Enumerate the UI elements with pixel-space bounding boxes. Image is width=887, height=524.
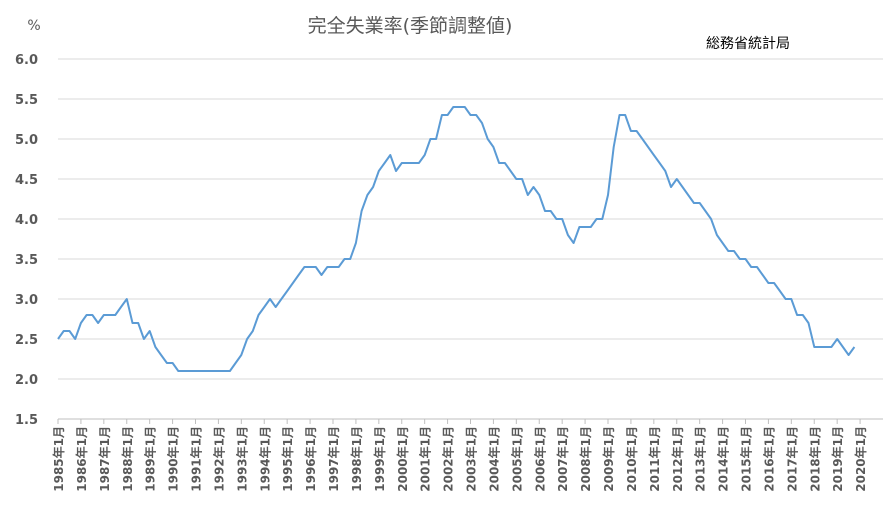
- series-group: [57, 106, 856, 372]
- x-tick-label: 1999年1月: [372, 426, 387, 492]
- x-tick-label: 2000年1月: [395, 426, 410, 492]
- x-tick-label: 2019年1月: [830, 426, 845, 492]
- x-tick-label: 1995年1月: [280, 426, 295, 492]
- x-tick-label: 1991年1月: [189, 426, 204, 492]
- x-tick-label: 1994年1月: [257, 426, 272, 492]
- x-tick-label: 2008年1月: [578, 426, 593, 492]
- x-tick-label: 2001年1月: [418, 426, 433, 492]
- series-line: [57, 106, 856, 372]
- x-tick-label: 2013年1月: [693, 426, 708, 492]
- x-tick-label: 2007年1月: [555, 426, 570, 492]
- x-tick-label: 2018年1月: [807, 426, 822, 492]
- x-tick-label: 2006年1月: [532, 426, 547, 492]
- x-tick-label: 2015年1月: [739, 426, 754, 492]
- y-tick-label: 3.0: [15, 293, 38, 308]
- x-tick-label: 2010年1月: [624, 426, 639, 492]
- x-tick-label: 2005年1月: [509, 426, 524, 492]
- x-tick-label: 2011年1月: [647, 426, 662, 492]
- x-tick-label: 2004年1月: [486, 426, 501, 492]
- source-label: 総務省統計局: [706, 36, 790, 52]
- y-unit-label: %: [27, 18, 40, 34]
- x-tick-label: 2009年1月: [601, 426, 616, 492]
- y-tick-label: 4.5: [15, 173, 38, 188]
- y-tick-label: 6.0: [15, 53, 38, 68]
- y-tick-label: 4.0: [15, 213, 38, 228]
- x-tick-label: 1990年1月: [166, 426, 181, 492]
- x-tick-label: 1987年1月: [97, 426, 112, 492]
- x-tick-label: 2012年1月: [670, 426, 685, 492]
- x-tick-label: 2002年1月: [441, 426, 456, 492]
- gridlines: [58, 58, 883, 380]
- x-tick-label: 2016年1月: [761, 426, 776, 492]
- x-tick-label: 1986年1月: [74, 426, 89, 492]
- x-tick-label: 2003年1月: [464, 426, 479, 492]
- x-axis-ticks: 1985年1月 1986年1月 1987年1月 1988年1月 1989年1月 1990年…: [51, 419, 868, 492]
- y-tick-label: 5.0: [15, 133, 38, 148]
- x-tick-label: 1996年1月: [303, 426, 318, 492]
- x-tick-label: 1997年1月: [326, 426, 341, 492]
- x-tick-label: 1985年1月: [51, 426, 66, 492]
- x-tick-label: 1993年1月: [234, 426, 249, 492]
- x-tick-label: 1989年1月: [143, 426, 158, 492]
- x-tick-label: 1992年1月: [211, 426, 226, 492]
- y-axis-ticks: 6.0 5.5 5.0 4.5 4.0 3.5 3.0 2.5 2.0 1.5: [15, 53, 38, 428]
- x-tick-label: 1988年1月: [120, 426, 135, 492]
- x-tick-label: 2017年1月: [784, 426, 799, 492]
- x-tick-label: 2014年1月: [716, 426, 731, 492]
- x-tick-label: 2020年1月: [853, 426, 868, 492]
- x-tick-label: 1998年1月: [349, 426, 364, 492]
- y-tick-label: 1.5: [15, 413, 38, 428]
- y-tick-label: 5.5: [15, 93, 38, 108]
- y-tick-label: 2.5: [15, 333, 38, 348]
- y-tick-label: 2.0: [15, 373, 38, 388]
- chart-title: 完全失業率(季節調整値): [308, 15, 513, 37]
- y-tick-label: 3.5: [15, 253, 38, 268]
